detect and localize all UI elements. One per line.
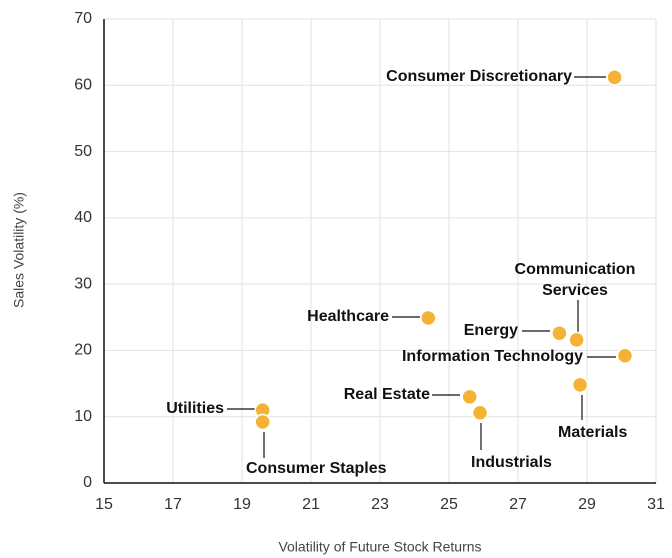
x-tick-label: 15 xyxy=(95,496,113,513)
point-label: Consumer Discretionary xyxy=(386,68,572,85)
point-label: Industrials xyxy=(471,454,552,471)
x-tick-label: 25 xyxy=(440,496,458,513)
point-label: Materials xyxy=(558,424,627,441)
point-label: Communication xyxy=(515,261,636,278)
y-tick-label: 40 xyxy=(74,209,92,226)
point xyxy=(571,376,589,394)
point-label: Real Estate xyxy=(344,386,430,403)
y-tick-label: 30 xyxy=(74,275,92,292)
y-tick-label: 70 xyxy=(74,10,92,27)
point-label: Information Technology xyxy=(402,348,583,365)
y-tick-label: 20 xyxy=(74,342,92,359)
x-tick-label: 27 xyxy=(509,496,527,513)
point xyxy=(461,388,478,406)
x-tick-label: 19 xyxy=(233,496,251,513)
x-tick-label: 31 xyxy=(647,496,665,513)
point xyxy=(568,331,585,349)
point-label: Services xyxy=(542,282,608,299)
point-label: Utilities xyxy=(166,400,224,417)
y-tick-label: 50 xyxy=(74,143,92,160)
point xyxy=(606,69,623,86)
x-tick-label: 17 xyxy=(164,496,182,513)
x-tick-label: 23 xyxy=(371,496,389,513)
y-axis-title: Sales Volatility (%) xyxy=(11,192,27,308)
point-label: Energy xyxy=(464,322,518,339)
point xyxy=(254,413,271,431)
point xyxy=(551,324,568,342)
y-tick-label: 10 xyxy=(74,408,92,425)
x-tick-label: 21 xyxy=(302,496,320,513)
x-tick-label: 29 xyxy=(578,496,596,513)
x-axis-title: Volatility of Future Stock Returns xyxy=(278,539,481,555)
point xyxy=(420,309,437,327)
point xyxy=(471,404,489,421)
point-label: Consumer Staples xyxy=(246,460,387,477)
point xyxy=(616,347,634,364)
point-label: Healthcare xyxy=(307,308,389,325)
y-tick-label: 60 xyxy=(74,77,92,94)
y-tick-label: 0 xyxy=(83,474,92,491)
